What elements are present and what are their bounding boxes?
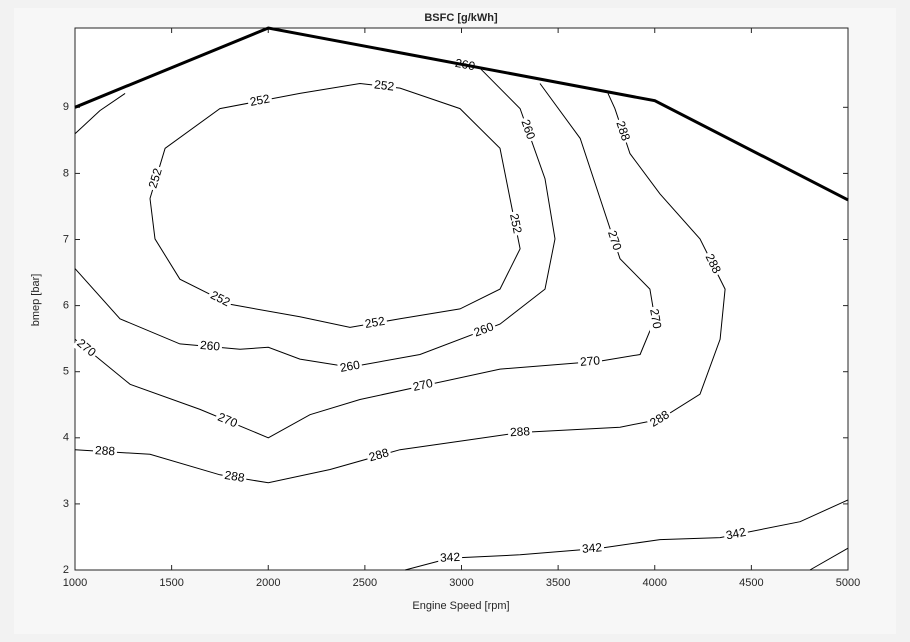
contour-label: 252 [373, 77, 395, 93]
contour-label-bg [362, 314, 389, 333]
y-tick-label: 3 [63, 498, 69, 510]
x-tick-label: 4500 [739, 577, 763, 589]
x-tick-label: 4000 [643, 577, 667, 589]
contour-label: 260 [339, 358, 362, 375]
contour-label: 270 [412, 376, 435, 394]
y-tick-label: 6 [63, 300, 69, 312]
contour-label: 288 [95, 443, 116, 458]
contour-label-bg [646, 406, 674, 432]
contour-label-bg [437, 550, 463, 566]
contour-line [809, 547, 849, 571]
y-tick-label: 4 [63, 432, 69, 444]
contour-label-bg [72, 335, 100, 362]
y-tick-label: 8 [63, 167, 69, 179]
contour-label-bg [722, 525, 750, 544]
contour-label: 252 [249, 91, 272, 109]
x-tick-label: 3500 [546, 577, 570, 589]
full-load-line [74, 26, 849, 202]
y-tick-label: 2 [63, 564, 69, 576]
contour-label: 288 [510, 424, 531, 439]
contour-label-bg [371, 77, 397, 95]
contour-label: 270 [605, 229, 625, 253]
x-tick-label: 2500 [353, 577, 377, 589]
contour-label: 288 [367, 445, 390, 464]
contour-label-bg [612, 117, 633, 145]
contour-label-bg [197, 338, 223, 355]
contour-label-bg [206, 287, 234, 311]
contour-label-bg [505, 210, 525, 237]
y-tick-label: 7 [63, 233, 69, 245]
contour-line [74, 93, 726, 484]
contour-line [74, 92, 126, 135]
contour-label-bg [603, 227, 625, 255]
plot-area [74, 27, 849, 571]
y-axis-label: bmep [bar] [30, 274, 42, 327]
contour-label-bg [221, 468, 248, 487]
contour-label-bg [579, 540, 605, 557]
contour-label-bg [336, 358, 364, 377]
contour-label: 252 [507, 212, 525, 235]
contour-label: 342 [725, 525, 748, 543]
contour-label-bg [700, 250, 725, 278]
contour-label: 260 [199, 338, 220, 354]
contour-label-bg [470, 319, 498, 342]
x-tick-label: 1500 [159, 577, 183, 589]
y-tick-label: 9 [63, 101, 69, 113]
contour-label: 252 [146, 166, 165, 190]
contour-label-bg [246, 91, 274, 111]
contour-label: 270 [579, 353, 600, 369]
contour-label-bg [145, 164, 167, 192]
y-tick-label: 5 [63, 366, 69, 378]
contour-label-bg [409, 376, 437, 396]
contour-label: 342 [440, 550, 461, 565]
contour-label: 260 [472, 319, 496, 339]
x-tick-label: 5000 [836, 577, 860, 589]
contour-label: 270 [647, 308, 664, 330]
contour-label: 288 [613, 119, 633, 143]
contour-label: 252 [364, 314, 386, 331]
x-tick-label: 3000 [449, 577, 473, 589]
contour-label-bg [577, 353, 603, 370]
contour-label-bg [507, 424, 533, 441]
contour-label-bg [516, 116, 539, 144]
x-axis-label: Engine Speed [rpm] [412, 600, 509, 612]
contour-label: 342 [581, 540, 602, 556]
contour-label-bg [213, 409, 242, 432]
contour-label-bg [365, 445, 393, 466]
contour-label: 260 [518, 118, 538, 142]
contour-label-bg [646, 305, 664, 332]
x-tick-label: 2000 [256, 577, 280, 589]
chart-title: BSFC [g/kWh] [424, 12, 498, 24]
contour-label-bg [92, 443, 118, 460]
contour-label: 288 [224, 468, 246, 485]
x-tick-label: 1000 [63, 577, 87, 589]
